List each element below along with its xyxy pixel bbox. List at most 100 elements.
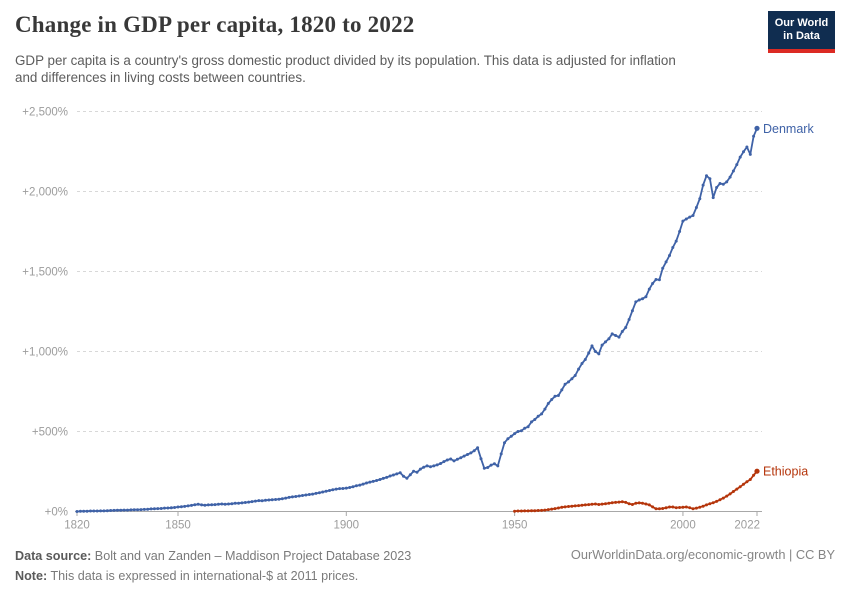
data-point-denmark — [213, 503, 217, 507]
note-label: Note: — [15, 569, 48, 583]
data-point-denmark — [684, 217, 688, 221]
data-point-denmark — [358, 483, 362, 487]
data-point-ethiopia — [725, 494, 729, 498]
data-point-denmark — [610, 332, 614, 336]
owid-url-license[interactable]: OurWorldinData.org/economic-growth | CC … — [570, 547, 835, 562]
data-point-ethiopia — [533, 509, 537, 513]
data-point-denmark — [728, 175, 732, 179]
data-point-ethiopia — [681, 505, 685, 509]
data-point-denmark — [317, 491, 321, 495]
data-point-ethiopia — [688, 506, 692, 510]
data-point-denmark — [526, 425, 530, 429]
data-point-ethiopia — [553, 507, 557, 511]
data-point-ethiopia — [587, 503, 591, 507]
data-point-denmark — [731, 169, 735, 173]
data-point-denmark — [587, 351, 591, 355]
data-point-denmark — [119, 508, 123, 512]
data-point-denmark — [240, 501, 244, 505]
chart-footer: Data source: Bolt and van Zanden – Maddi… — [15, 546, 411, 586]
data-point-ethiopia — [644, 502, 648, 506]
data-point-denmark — [725, 180, 729, 184]
data-point-ethiopia — [526, 509, 530, 513]
data-point-denmark — [486, 466, 490, 469]
data-point-denmark — [617, 335, 621, 339]
data-point-denmark — [523, 426, 527, 430]
data-point-ethiopia — [708, 502, 712, 506]
data-point-denmark — [492, 462, 496, 466]
data-point-denmark — [166, 506, 170, 510]
data-point-ethiopia — [570, 504, 574, 508]
data-point-denmark — [661, 266, 665, 270]
data-point-denmark — [105, 509, 109, 513]
data-point-denmark — [115, 508, 119, 512]
data-point-ethiopia — [550, 507, 554, 511]
data-point-denmark — [334, 487, 338, 491]
data-point-denmark — [280, 497, 284, 501]
data-point-denmark — [496, 464, 500, 468]
data-point-denmark — [206, 503, 210, 507]
data-point-denmark — [99, 509, 103, 513]
data-point-ethiopia — [590, 502, 594, 506]
data-point-denmark — [694, 206, 698, 209]
data-point-denmark — [257, 499, 261, 503]
data-point-denmark — [152, 507, 156, 511]
data-point-ethiopia — [684, 505, 688, 509]
series-line-ethiopia[interactable] — [513, 470, 758, 513]
data-point-ethiopia — [577, 504, 581, 508]
data-point-denmark — [506, 437, 510, 441]
data-point-denmark — [126, 508, 129, 512]
data-point-ethiopia — [651, 505, 655, 509]
data-point-denmark — [267, 498, 271, 502]
series-label-ethiopia[interactable]: Ethiopia — [763, 465, 808, 479]
subtitle-line-1: GDP per capita is a country's gross dome… — [15, 53, 676, 68]
data-point-denmark — [533, 418, 537, 421]
series-line-denmark[interactable] — [76, 127, 758, 513]
data-point-denmark — [260, 499, 264, 503]
data-point-denmark — [489, 463, 493, 467]
data-point-ethiopia — [617, 500, 621, 504]
data-point-denmark — [536, 414, 540, 418]
data-point-denmark — [290, 495, 294, 499]
data-point-denmark — [398, 471, 402, 475]
data-point-ethiopia — [701, 504, 705, 508]
data-point-ethiopia — [735, 487, 739, 491]
data-point-denmark — [476, 446, 480, 450]
data-point-denmark — [445, 458, 449, 462]
data-point-denmark — [429, 465, 432, 469]
data-point-denmark — [546, 402, 550, 405]
data-point-ethiopia — [583, 503, 587, 507]
x-tick-label: 2000 — [670, 520, 696, 532]
data-point-denmark — [89, 509, 92, 513]
data-point-denmark — [365, 481, 368, 485]
data-point-denmark — [600, 343, 604, 347]
data-point-ethiopia — [698, 505, 702, 509]
data-point-denmark — [641, 297, 644, 301]
data-point-denmark — [705, 174, 708, 178]
data-point-ethiopia — [674, 506, 678, 510]
data-point-denmark — [230, 502, 234, 506]
data-point-denmark — [307, 493, 311, 496]
data-point-ethiopia — [742, 482, 745, 486]
data-point-denmark — [607, 337, 611, 341]
data-point-ethiopia — [715, 499, 719, 503]
y-tick-label: +1,000% — [22, 347, 68, 359]
y-tick-label: +2,000% — [22, 187, 68, 199]
data-point-ethiopia — [678, 506, 682, 509]
data-point-denmark — [654, 278, 658, 281]
data-point-ethiopia — [664, 506, 668, 510]
data-point-denmark — [159, 507, 163, 510]
data-point-denmark — [715, 186, 719, 189]
data-point-denmark — [361, 482, 365, 486]
owid-logo-line1: Our World — [774, 17, 829, 29]
owid-logo[interactable]: Our World in Data — [768, 11, 835, 53]
data-point-ethiopia — [705, 503, 708, 507]
data-point-denmark — [442, 460, 446, 464]
series-label-denmark[interactable]: Denmark — [763, 122, 814, 136]
data-point-denmark — [681, 219, 685, 223]
data-point-ethiopia — [711, 501, 715, 505]
data-point-ethiopia — [718, 498, 722, 502]
page-title: Change in GDP per capita, 1820 to 2022 — [15, 12, 415, 37]
data-point-denmark — [95, 509, 99, 513]
data-point-ethiopia — [661, 507, 665, 510]
